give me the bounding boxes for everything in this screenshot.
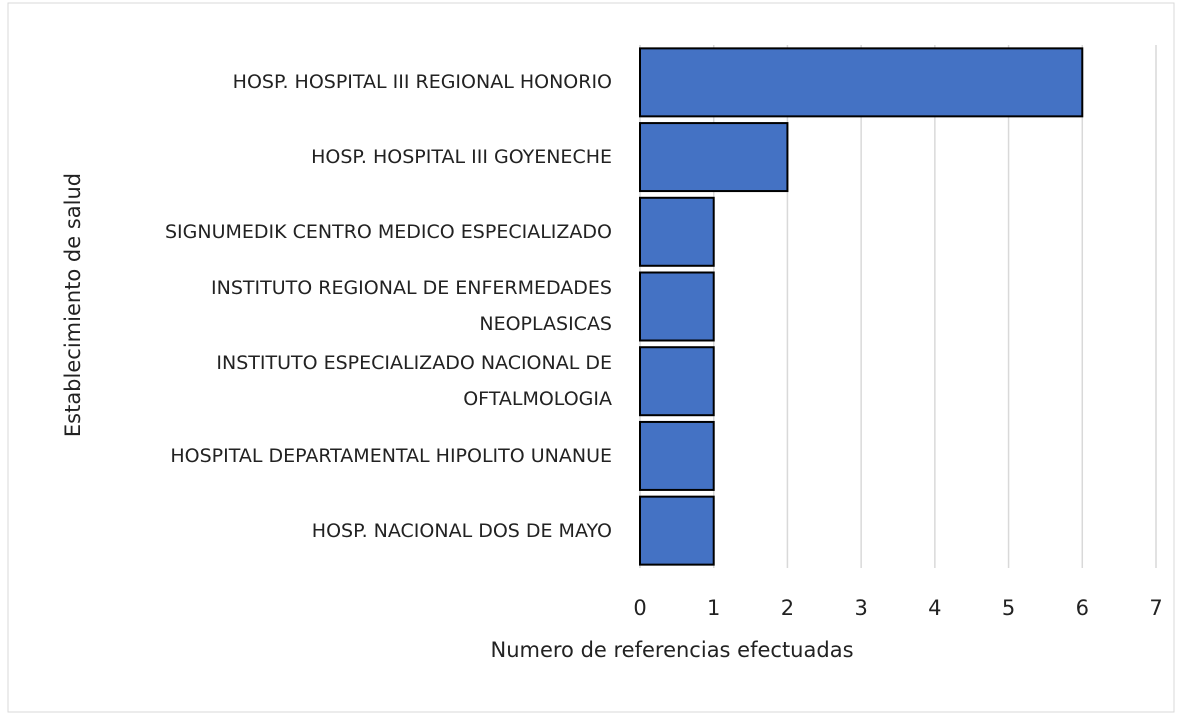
bar [639,271,715,342]
x-tick-label: 6 [1076,596,1089,620]
y-tick-label: INSTITUTO ESPECIALIZADO NACIONAL DE OFTA… [216,352,612,411]
x-tick-label: 5 [1002,596,1015,620]
x-axis-title: Numero de referencias efectuadas [490,638,853,662]
bar [639,420,715,491]
y-tick-label: HOSPITAL DEPARTAMENTAL HIPOLITO UNANUE [170,444,612,467]
chart-border [7,2,1175,713]
y-axis-title: Establecimiento de salud [61,173,85,437]
bar [639,47,1084,118]
bar [639,346,715,417]
x-tick-label: 2 [781,596,794,620]
x-tick-label: 4 [928,596,941,620]
x-tick-label: 7 [1149,596,1162,620]
y-tick-label: HOSP. NACIONAL DOS DE MAYO [311,519,612,542]
x-tick-label: 1 [707,596,720,620]
bar [639,122,789,193]
y-tick-label: HOSP. HOSPITAL III REGIONAL HONORIO [232,71,612,94]
y-tick-label: SIGNUMEDIK CENTRO MEDICO ESPECIALIZADO [164,220,612,243]
y-tick-label: INSTITUTO REGIONAL DE ENFERMEDADES NEOPL… [211,277,612,336]
bar [639,196,715,267]
x-tick-label: 0 [633,596,646,620]
x-tick-label: 3 [854,596,867,620]
y-tick-label: HOSP. HOSPITAL III GOYENECHE [311,146,612,169]
bar [639,495,715,566]
